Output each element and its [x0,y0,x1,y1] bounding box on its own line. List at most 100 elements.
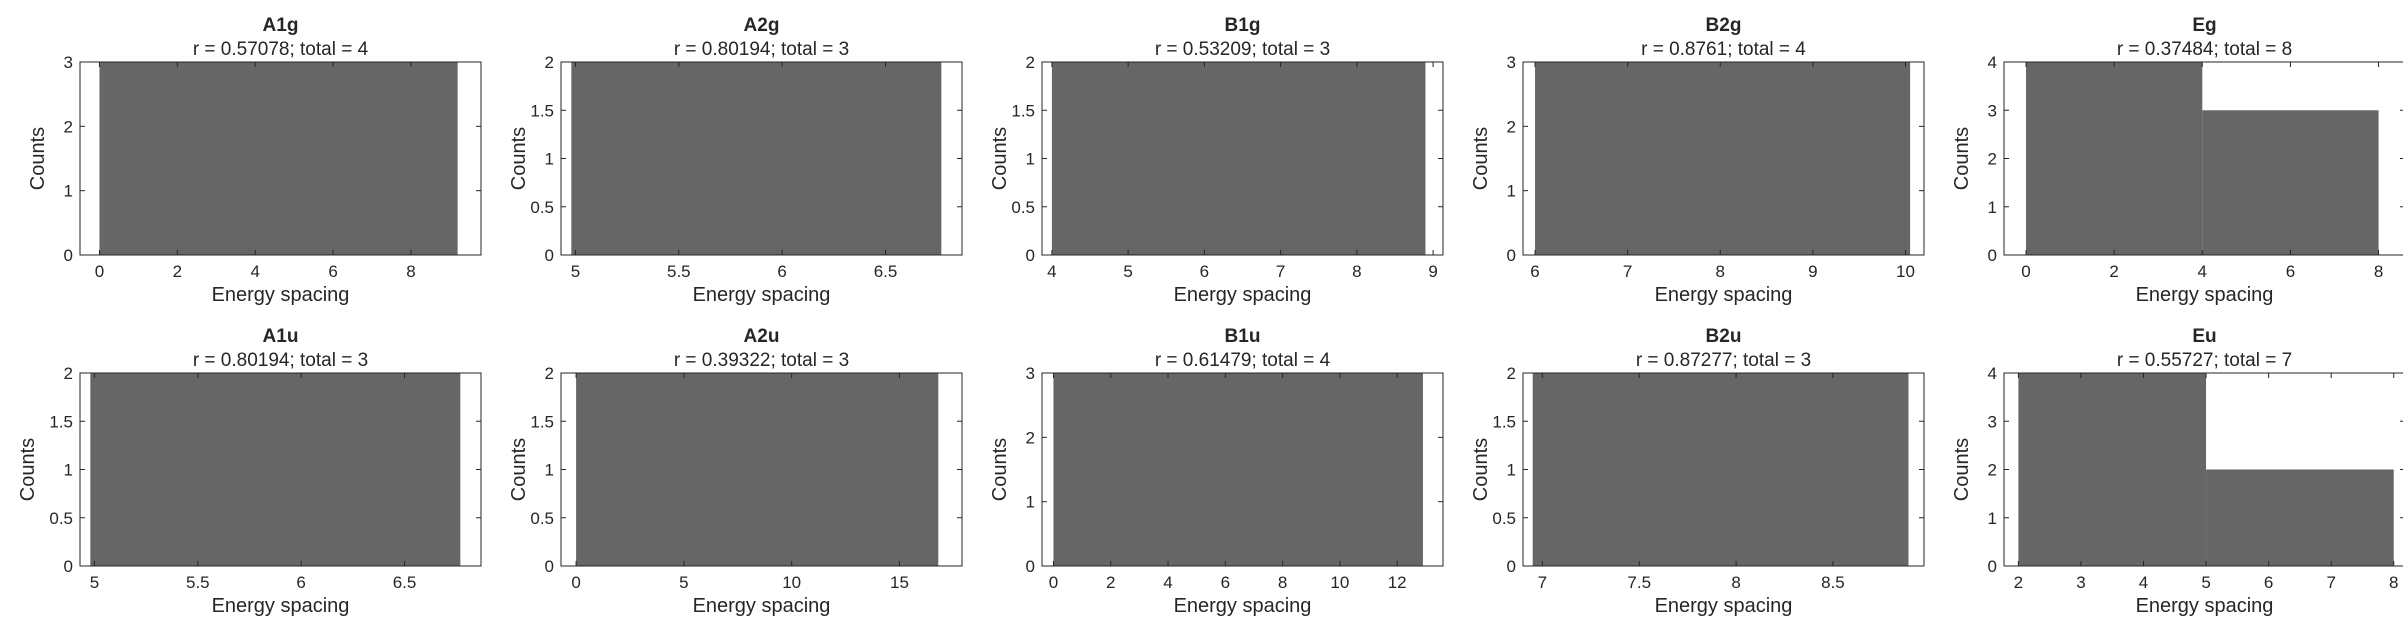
histogram-bar [576,373,939,566]
x-tick-label: 2 [2109,262,2118,281]
y-tick-label: 1.5 [1492,412,1516,431]
axes-box [79,61,482,256]
y-tick-label: 2 [545,364,554,383]
x-tick-label: 5 [679,573,688,592]
x-tick-label: 6 [328,262,337,281]
chart-title: B2g [1706,15,1742,36]
y-tick-label: 2 [1507,364,1516,383]
y-axis-label: Counts [989,438,1011,501]
y-axis-label: Counts [989,127,1011,190]
x-tick-label: 4 [1047,262,1056,281]
y-tick-label: 1 [1988,509,1997,528]
x-axis-label: Energy spacing [693,595,831,617]
x-tick-label: 8 [2374,262,2383,281]
histogram-panel-eg: 0 2 4 6 8 0 1 2 3 4 Eg r = 0.37484; total = 8 Energy… [1951,15,2403,306]
x-tick-label: 7 [1623,262,1632,281]
chart-subtitle: r = 0.53209; total = 3 [1155,39,1330,60]
axes-box [1041,372,1444,567]
x-tick-label: 6 [777,262,786,281]
y-tick-label: 2 [1026,53,1035,72]
histogram-bar [2018,373,2207,566]
x-tick-label: 2 [2014,573,2023,592]
histogram-bar [1053,373,1423,566]
x-tick-label: 12 [1388,573,1407,592]
histogram-panel-a1g: 0 2 4 6 8 0 1 2 3 A1g r = 0.57078; total = 4 Energy… [27,15,482,306]
y-axis-label: Counts [508,127,530,190]
y-tick-label: 1 [64,182,73,201]
histogram-panel-eu: 2 3 4 5 6 7 8 0 1 2 3 4 Eu r = 0.55727; total = 7 Ener… [1951,326,2403,617]
chart-title: B1u [1225,326,1261,347]
y-axis-label: Counts [27,127,49,190]
y-tick-label: 0.5 [49,509,73,528]
chart-subtitle: r = 0.80194; total = 3 [674,39,849,60]
chart-title: B2u [1706,326,1742,347]
histogram-panel-b2g: 6 7 8 9 10 0 1 2 3 B2g r = 0.8761; total = 4 Energy… [1470,15,1925,306]
y-tick-label: 1.5 [49,412,73,431]
x-tick-label: 6.5 [874,262,898,281]
x-axis-label: Energy spacing [1174,595,1312,617]
y-tick-label: 1.5 [530,101,554,120]
y-tick-label: 3 [1507,53,1516,72]
y-tick-label: 3 [64,53,73,72]
x-tick-label: 6 [1200,262,1209,281]
x-tick-label: 7 [2326,573,2335,592]
x-tick-label: 5 [2201,573,2210,592]
y-tick-label: 2 [1988,461,1997,480]
chart-title: Eg [2192,15,2216,36]
x-tick-label: 10 [1896,262,1915,281]
chart-subtitle: r = 0.61479; total = 4 [1155,350,1331,371]
x-tick-label: 4 [2139,573,2148,592]
x-tick-label: 2 [173,262,182,281]
x-tick-label: 6.5 [393,573,417,592]
histogram-panel-b1g: 4 5 6 7 8 9 0 0.5 1 1.5 2 B1g r = 0.53209; total = 3… [989,15,1444,306]
x-tick-label: 7 [1538,573,1547,592]
x-tick-label: 4 [250,262,259,281]
x-tick-label: 5.5 [186,573,210,592]
y-axis-label: Counts [1951,438,1973,501]
x-axis-label: Energy spacing [1174,284,1312,306]
x-tick-label: 6 [1221,573,1230,592]
y-tick-label: 0.5 [1011,198,1035,217]
x-axis-label: Energy spacing [212,284,350,306]
x-tick-label: 10 [1330,573,1349,592]
y-tick-label: 2 [64,117,73,136]
chart-subtitle: r = 0.87277; total = 3 [1636,350,1811,371]
x-axis-label: Energy spacing [2136,595,2274,617]
chart-subtitle: r = 0.8761; total = 4 [1641,39,1806,60]
x-tick-label: 0 [2021,262,2030,281]
x-tick-label: 0 [95,262,104,281]
x-tick-label: 5 [1123,262,1132,281]
x-tick-label: 10 [782,573,801,592]
chart-subtitle: r = 0.37484; total = 8 [2117,39,2292,60]
y-tick-label: 0 [1988,246,1997,265]
x-axis-label: Energy spacing [1655,284,1793,306]
y-tick-label: 2 [64,364,73,383]
y-tick-label: 0 [1988,557,1997,576]
y-tick-label: 2 [1507,117,1516,136]
x-tick-label: 4 [1163,573,1172,592]
histogram-bar [90,373,461,566]
x-tick-label: 8 [1731,573,1740,592]
histogram-bar [1532,373,1909,566]
x-tick-label: 6 [296,573,305,592]
y-tick-label: 1 [1988,198,1997,217]
x-tick-label: 8 [2389,573,2398,592]
y-tick-label: 0 [1026,246,1035,265]
y-tick-label: 1 [1026,150,1035,169]
histogram-bar [2026,62,2203,255]
y-tick-label: 1.5 [1011,101,1035,120]
y-tick-label: 0 [1026,557,1035,576]
chart-title: A2u [744,326,780,347]
y-tick-label: 2 [1988,150,1997,169]
x-tick-label: 5 [90,573,99,592]
x-tick-label: 5.5 [667,262,691,281]
x-tick-label: 6 [2264,573,2273,592]
x-tick-label: 8 [406,262,415,281]
axes-box [1522,61,1925,256]
histogram-bar [1535,62,1911,255]
x-tick-label: 6 [1530,262,1539,281]
x-tick-label: 9 [1808,262,1817,281]
histogram-bar [2206,469,2394,566]
x-tick-label: 5 [571,262,580,281]
